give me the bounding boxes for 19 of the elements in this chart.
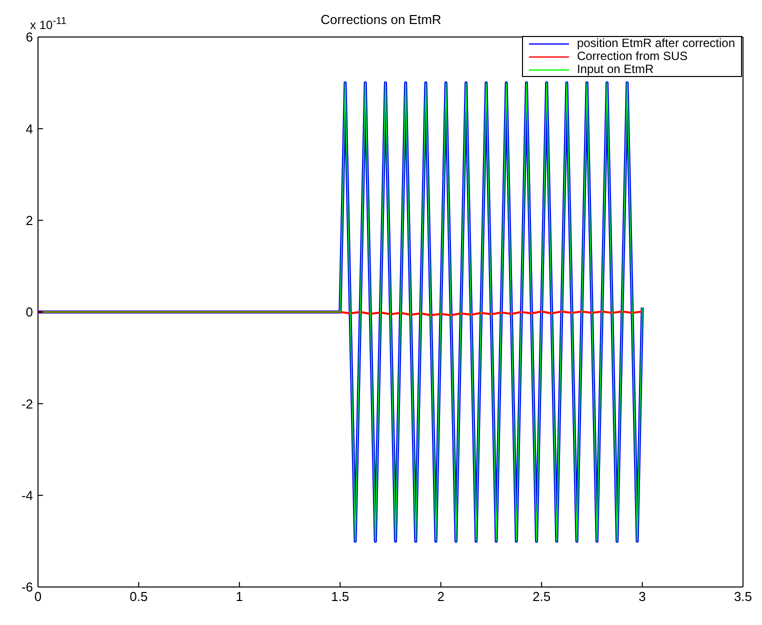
x-tick-label: 1.5 xyxy=(331,589,350,604)
chart-title: Corrections on EtmR xyxy=(320,12,442,27)
x-tick-label: 3.5 xyxy=(734,589,752,604)
legend-label: position EtmR after correction xyxy=(576,36,735,50)
y-tick-label: -6 xyxy=(21,580,33,595)
x-tick-label: 2 xyxy=(437,589,444,604)
x-tick-label: 0.5 xyxy=(130,589,148,604)
legend-label: Input on EtmR xyxy=(576,62,654,76)
legend-label: Correction from SUS xyxy=(576,49,688,63)
y-tick-label: 6 xyxy=(26,30,33,45)
y-tick-label: -2 xyxy=(21,396,33,412)
y-tick-label: 4 xyxy=(26,121,33,136)
x-tick-label: 2.5 xyxy=(532,589,551,604)
text: x 10$^{-11}$ xyxy=(30,16,66,32)
y-tick-label: -4 xyxy=(21,488,33,503)
y-tick-label: 2 xyxy=(26,212,33,228)
x-tick-label: 1 xyxy=(236,589,244,604)
y-tick-label: 0 xyxy=(26,304,33,320)
x-tick-label: 3 xyxy=(638,589,646,604)
